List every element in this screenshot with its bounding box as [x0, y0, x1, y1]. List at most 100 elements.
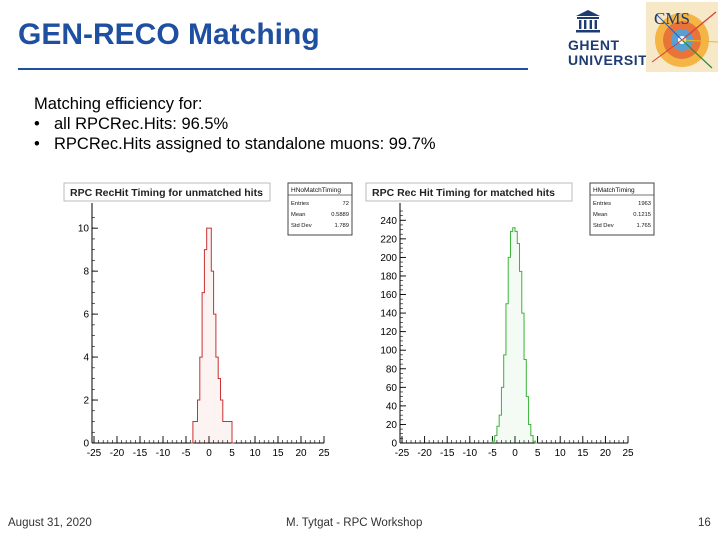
- page-number: 16: [698, 517, 711, 529]
- y-tick-label: 220: [380, 234, 397, 245]
- histogram-line: [190, 227, 235, 444]
- stats-name: HNoMatchTiming: [291, 187, 341, 194]
- cms-emblem-icon: CMS: [646, 2, 719, 72]
- bullet-marker: •: [34, 135, 40, 153]
- histogram-bin: [512, 227, 515, 443]
- chart-title-box: [365, 182, 573, 202]
- stats-label: Mean: [291, 212, 306, 218]
- footer-presenter: M. Tytgat - RPC Workshop: [286, 517, 423, 529]
- y-tick-label: 140: [380, 309, 397, 320]
- histogram-bin: [515, 231, 518, 443]
- x-tick-label: 20: [295, 448, 307, 459]
- y-tick-label: 6: [83, 310, 89, 321]
- histogram-bin: [209, 228, 212, 443]
- x-tick-label: -20: [417, 448, 432, 459]
- y-tick-label: 4: [83, 353, 89, 364]
- university-name-line1: GHENT: [568, 37, 620, 53]
- bullet-text: all RPCRec.Hits: 96.5%: [54, 115, 229, 133]
- chart-title: RPC RecHit Timing for unmatched hits: [70, 187, 263, 199]
- stats-label: Std Dev: [593, 223, 614, 229]
- x-tick-label: -25: [395, 448, 410, 459]
- university-name-line2: UNIVERSITY: [568, 52, 658, 68]
- x-tick-label: -15: [133, 448, 148, 459]
- title-underline: [18, 68, 528, 70]
- x-tick-label: 5: [535, 448, 541, 459]
- histogram-bin: [510, 231, 513, 443]
- x-tick-label: 15: [272, 448, 284, 459]
- stats-label: Entries: [291, 201, 309, 207]
- unmatched-hits-histogram: RPC RecHit Timing for unmatched hits HNoM…: [63, 182, 353, 459]
- stats-value: 1.789: [334, 223, 349, 229]
- histogram-bin: [496, 426, 500, 443]
- x-tick-label: 25: [318, 448, 330, 459]
- y-tick-label: 10: [78, 224, 90, 235]
- ghent-university-logo: GHENT UNIVERSITY: [568, 8, 657, 70]
- histogram-bin: [530, 435, 534, 443]
- footer-date: August 31, 2020: [8, 517, 92, 529]
- bullet-item: • RPCRec.Hits assigned to standalone muo…: [34, 134, 436, 154]
- histogram-bin: [494, 435, 497, 443]
- y-tick-label: 80: [386, 364, 398, 375]
- stats-box: [589, 182, 655, 236]
- x-tick-label: -10: [156, 448, 171, 459]
- y-tick-label: 8: [83, 267, 89, 278]
- y-tick-label: 2: [83, 396, 89, 407]
- stats-label: Std Dev: [291, 223, 312, 229]
- histogram-line: [491, 227, 538, 444]
- intro-text: Matching efficiency for:: [34, 95, 203, 113]
- histogram-bin: [528, 424, 531, 443]
- y-tick-label: 180: [380, 271, 397, 282]
- histogram-bin: [521, 313, 525, 443]
- bullet-item: • all RPCRec.Hits: 96.5%: [34, 114, 436, 134]
- x-tick-label: -15: [440, 448, 455, 459]
- cms-text: CMS: [654, 9, 690, 28]
- y-tick-label: 20: [386, 420, 398, 431]
- stats-label: Entries: [593, 201, 611, 207]
- x-tick-label: 10: [555, 448, 567, 459]
- x-tick-label: -5: [488, 448, 497, 459]
- x-tick-label: -20: [110, 448, 125, 459]
- histogram-bin: [220, 400, 223, 443]
- histogram-bin: [202, 292, 205, 443]
- stats-box: [287, 182, 353, 236]
- histogram-bin: [526, 396, 529, 443]
- y-tick-label: 240: [380, 216, 397, 227]
- matched-hits-histogram: RPC Rec Hit Timing for matched hits HMatc…: [365, 182, 655, 459]
- histogram-bin: [533, 441, 536, 443]
- stats-value: 1.765: [636, 223, 651, 229]
- x-tick-label: 5: [229, 448, 235, 459]
- x-tick-label: -25: [87, 448, 102, 459]
- slide-title: GEN-RECO Matching: [18, 18, 320, 51]
- histogram-bin: [508, 257, 511, 443]
- slide-body: Matching efficiency for: • all RPCRec.Hi…: [34, 94, 436, 154]
- histogram-bin: [213, 314, 216, 443]
- y-tick-label: 100: [380, 346, 397, 357]
- x-tick-label: 0: [512, 448, 518, 459]
- bullet-marker: •: [34, 115, 40, 133]
- histogram-bin: [225, 421, 228, 443]
- histogram-bin: [503, 354, 506, 443]
- histogram-bin: [215, 357, 219, 443]
- stats-value: 1963: [638, 201, 651, 207]
- bullet-text: RPCRec.Hits assigned to standalone muons…: [54, 135, 436, 153]
- x-tick-label: -5: [182, 448, 191, 459]
- histogram-bin: [197, 400, 200, 443]
- histogram-bin: [492, 441, 495, 443]
- stats-value: 0.1215: [633, 212, 651, 218]
- y-tick-label: 0: [391, 439, 397, 450]
- cms-logo: CMS: [646, 2, 719, 72]
- histogram-bin: [218, 378, 221, 443]
- x-tick-label: 20: [600, 448, 612, 459]
- histogram-bin: [505, 303, 509, 443]
- histogram-bin: [195, 421, 198, 443]
- x-tick-label: -10: [463, 448, 478, 459]
- histogram-bin: [227, 421, 230, 443]
- histogram-bin: [211, 271, 214, 443]
- y-tick-label: 160: [380, 290, 397, 301]
- histogram-bin: [519, 271, 522, 443]
- histogram-bin: [501, 387, 504, 443]
- histogram-bin: [199, 357, 203, 443]
- histogram-bin: [192, 421, 196, 443]
- x-tick-label: 25: [622, 448, 634, 459]
- histogram-bin: [206, 228, 209, 443]
